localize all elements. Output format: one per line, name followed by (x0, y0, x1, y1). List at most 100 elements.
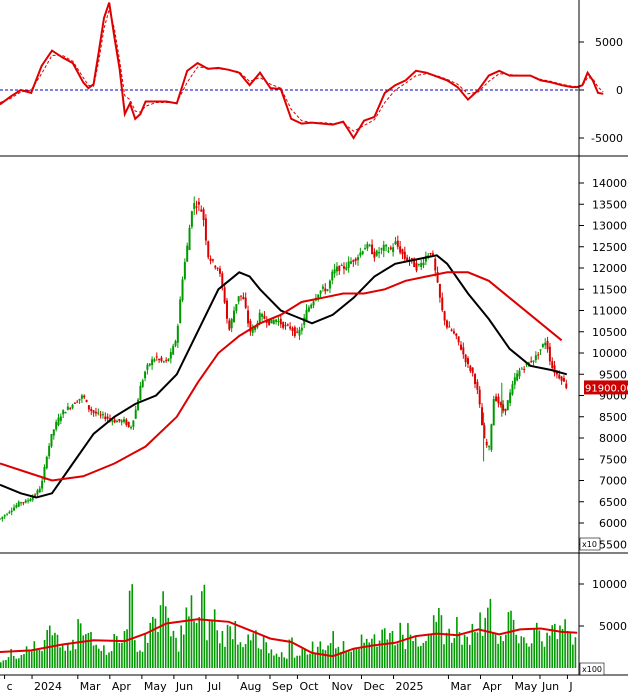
volume-bar (69, 650, 72, 668)
price-tick-label: 6000 (599, 517, 627, 530)
candle-body (190, 211, 193, 227)
volume-bar (185, 607, 188, 668)
candle-body (371, 244, 374, 255)
volume-bar (10, 648, 12, 668)
candle-body (277, 320, 280, 323)
candle-body (127, 421, 130, 428)
candle-body (183, 261, 186, 279)
price-tick-label: 13000 (592, 220, 627, 233)
candle-body (565, 383, 568, 389)
candle-body (555, 371, 558, 375)
volume-bar (376, 646, 378, 668)
candle-body (417, 264, 420, 266)
volume-bar (162, 591, 164, 668)
month-label: Sep (272, 680, 293, 693)
volume-bar (30, 651, 33, 668)
price-tick-label: 11000 (592, 305, 627, 318)
volume-bar (87, 632, 90, 668)
month-label: May (515, 680, 538, 693)
candle-body (511, 384, 514, 395)
volume-bar (152, 616, 154, 668)
volume-bar (97, 648, 100, 668)
volume-bar (198, 617, 201, 668)
volume-bar (288, 639, 291, 668)
volume-bar (15, 658, 18, 668)
candle-body (216, 267, 219, 269)
candle-body (293, 327, 296, 337)
candle-body (240, 295, 243, 297)
volume-bar (373, 634, 376, 668)
volume-bar (489, 598, 492, 668)
month-label: Oct (299, 680, 319, 693)
volume-bar (221, 630, 224, 668)
candle-body (197, 201, 200, 205)
candle-body (172, 346, 175, 355)
candle-body (558, 374, 561, 379)
volume-bar (322, 649, 324, 668)
volume-bar (172, 630, 175, 668)
volume-bar (115, 636, 118, 668)
volume-tick-label: 10000 (592, 578, 627, 591)
candle-body (298, 329, 301, 336)
volume-bar (46, 630, 48, 668)
volume-bar (280, 652, 283, 668)
volume-bar (54, 632, 56, 668)
candle-body (518, 370, 521, 377)
volume-bar (548, 635, 551, 668)
volume-bar (141, 651, 144, 668)
volume-bar (435, 621, 438, 668)
candle-body (350, 261, 352, 264)
candle-body (101, 414, 104, 416)
price-tick-label: 10000 (592, 347, 627, 360)
volume-bar (476, 632, 479, 668)
candle-body (462, 347, 465, 355)
volume-bar (64, 650, 67, 668)
candle-body (333, 269, 336, 274)
volume-bar (296, 655, 298, 668)
candle-body (211, 259, 214, 261)
candle-body (214, 265, 217, 268)
candle-body (452, 331, 455, 334)
candle-body (551, 361, 554, 369)
volume-bar (569, 632, 572, 668)
chart-frame (0, 0, 628, 676)
volume-bar (260, 649, 262, 668)
volume-bar (128, 590, 131, 668)
candle-body (8, 512, 11, 514)
candle-body (399, 246, 402, 253)
price-tick-label: 14000 (592, 177, 627, 190)
volume-bar (535, 622, 538, 668)
volume-bar (195, 623, 198, 668)
candle-body (431, 253, 434, 256)
candle-body (382, 244, 385, 251)
price-scale-tag-text: x10 (582, 540, 597, 549)
price-tick-label: 10500 (592, 326, 627, 339)
candle-body (99, 414, 102, 416)
volume-bar (448, 628, 450, 668)
candle-body (366, 243, 369, 249)
volume-bar (471, 623, 474, 668)
volume-bar (520, 636, 523, 668)
last-price-tag: 91900.00 (584, 380, 628, 395)
volume-bar (494, 634, 497, 668)
volume-bar (450, 642, 453, 668)
candle-body (73, 402, 76, 404)
candle-body (499, 402, 502, 406)
candle-body (34, 494, 37, 496)
volume-bar (103, 645, 105, 668)
candle-body (6, 514, 9, 516)
candle-body (247, 310, 250, 324)
x-axis: c 2024 Mar Apr May Jun Jul Aug Sep Oct Nov Dec 2025 M… (4, 675, 573, 693)
volume-bar (188, 616, 190, 668)
volume-bar (255, 630, 257, 668)
volume-bar (159, 605, 162, 668)
candle-body (296, 331, 299, 333)
candle-body (3, 515, 6, 517)
price-tick-label: 5500 (599, 538, 627, 551)
volume-bar (458, 632, 461, 668)
volume-bar (92, 645, 95, 668)
candle-body (108, 418, 111, 420)
volume-bar (564, 619, 566, 668)
moving-average-long (0, 271, 563, 482)
candle-body (139, 385, 142, 401)
